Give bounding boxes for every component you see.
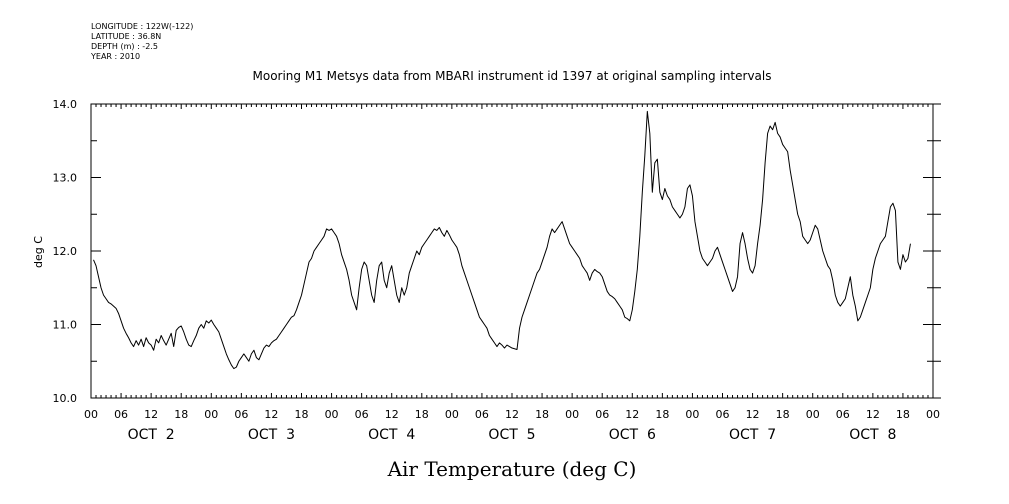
x-tick-label: 00 [565,408,579,421]
day-label: OCT 3 [248,427,295,443]
x-tick-label: 12 [505,408,519,421]
plot-axes: 10.0 11.0 12.0 13.0 14.0 00 06 12 18 00 06 12 18 00 06… [53,98,941,443]
x-axis-label: Air Temperature (deg C) [387,457,637,481]
x-tick-label: 00 [685,408,699,421]
day-label: OCT 4 [368,427,415,443]
x-tick-label: 12 [264,408,278,421]
y-axis-label: deg C [32,236,45,268]
x-tick-label: 18 [415,408,429,421]
y-tick-marks [91,103,941,399]
x-tick-label: 18 [896,408,910,421]
x-tick-label: 06 [716,408,730,421]
x-tick-label: 00 [84,408,98,421]
x-tick-label: 18 [535,408,549,421]
y-tick-label: 12.0 [53,245,78,258]
x-tick-label: 06 [114,408,128,421]
x-tick-label: 00 [204,408,218,421]
x-tick-label: 06 [836,408,850,421]
x-tick-label: 06 [355,408,369,421]
x-tick-marks [90,104,934,398]
y-tick-label: 13.0 [53,172,78,185]
x-tick-label: 00 [926,408,940,421]
x-tick-label: 18 [295,408,309,421]
x-tick-label: 12 [746,408,760,421]
metadata-depth: DEPTH (m) : -2.5 [91,42,158,51]
day-label: OCT 7 [729,427,776,443]
x-tick-label: 00 [806,408,820,421]
x-tick-label: 00 [445,408,459,421]
x-tick-label: 06 [475,408,489,421]
y-tick-label: 10.0 [53,392,78,405]
x-tick-label: 18 [174,408,188,421]
y-tick-label: 11.0 [53,319,78,332]
day-label: OCT 6 [609,427,656,443]
plot-frame [90,103,934,399]
x-tick-label: 12 [385,408,399,421]
metadata-latitude: LATITUDE : 36.8N [91,32,162,41]
air-temperature-series-line [93,110,911,370]
metadata-year: YEAR : 2010 [91,52,141,61]
x-tick-label: 06 [595,408,609,421]
series-marks [93,110,911,370]
x-tick-label: 12 [144,408,158,421]
chart-title: Mooring M1 Metsys data from MBARI instru… [253,69,772,83]
day-label: OCT 8 [849,427,896,443]
metadata-block: LONGITUDE : 122W(-122) LATITUDE : 36.8N … [91,22,193,62]
metadata-longitude: LONGITUDE : 122W(-122) [91,22,194,31]
x-tick-label: 06 [234,408,248,421]
x-tick-label: 18 [776,408,790,421]
x-tick-label: 12 [866,408,880,421]
x-tick-label: 18 [655,408,669,421]
x-tick-label: 12 [625,408,639,421]
y-tick-label: 14.0 [53,98,78,111]
x-tick-label: 00 [325,408,339,421]
day-label: OCT 2 [128,427,175,443]
day-label: OCT 5 [488,427,535,443]
